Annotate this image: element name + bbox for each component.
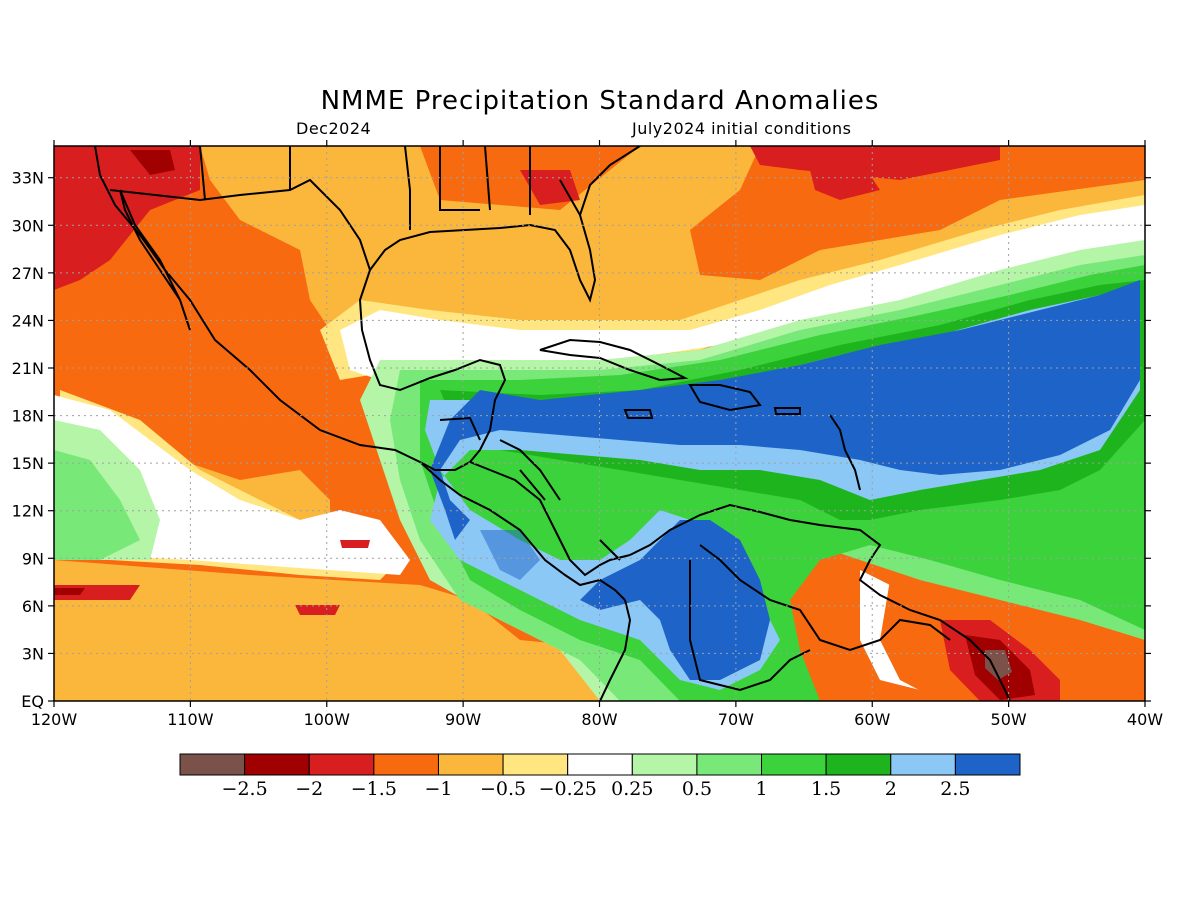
colorbar-label: −2.5: [222, 778, 268, 800]
border-south-america: [689, 544, 951, 692]
colorbar-label: 0.25: [611, 778, 653, 800]
lat-tick-label: 21N: [12, 359, 44, 378]
colorbar-label: −1: [424, 778, 452, 800]
anomaly-region: [340, 540, 370, 548]
subtitle-valid-month: Dec2024: [296, 119, 372, 138]
lon-tick-label: 80W: [581, 710, 617, 729]
colorbar-swatch: [631, 753, 698, 776]
lon-tick-label: 110W: [167, 710, 214, 729]
colorbar-swatch: [308, 753, 375, 776]
lat-tick-label: 24N: [12, 311, 44, 330]
axis-ticks: [48, 140, 1151, 707]
coastline-south-america-west: [599, 599, 632, 701]
anomaly-region: [54, 450, 140, 560]
colorbar-label: 2.5: [940, 778, 970, 800]
lon-tick-label: 100W: [304, 710, 351, 729]
anomaly-region: [54, 560, 640, 701]
lat-tick-label: 6N: [22, 597, 44, 616]
lat-tick-label: EQ: [21, 692, 44, 711]
lat-tick-label: 12N: [12, 502, 44, 521]
colorbar-swatch: [954, 753, 1021, 776]
lat-tick-label: 3N: [22, 644, 44, 663]
coastline-south-america-north: [629, 503, 1011, 701]
colorbar-label: 2: [885, 778, 897, 800]
lon-tick-label: 50W: [991, 710, 1027, 729]
anomaly-map: [54, 146, 1145, 701]
colorbar-label: −2: [295, 778, 323, 800]
anomaly-region: [295, 605, 340, 615]
anomaly-region: [750, 146, 1000, 180]
lon-tick-label: 70W: [718, 710, 754, 729]
island-chain-antilles: [829, 414, 861, 491]
border-us-mexico: [109, 178, 371, 271]
coastline-central-america: [469, 461, 631, 577]
colorbar-labels: −2.5 −2 −1.5 −1 −0.5 −0.25 0.25 0.5 1 1.5 2 2.5: [222, 778, 971, 800]
lon-tick-label: 40W: [1127, 710, 1163, 729]
colorbar-label: 1.5: [811, 778, 841, 800]
colorbar-swatch: [890, 753, 956, 776]
island-cuba: [539, 338, 689, 382]
lat-lon-grid: [54, 146, 1145, 701]
coastline-central-america-pacific: [419, 461, 626, 601]
colorbar-swatch: [244, 753, 310, 776]
colorbar-label: −1.5: [351, 778, 397, 800]
border-central-america: [439, 416, 621, 561]
lon-axis-labels: 120W 110W 100W 90W 80W 70W 60W 50W 40W: [31, 710, 1163, 729]
colorbar-swatch: [179, 753, 246, 776]
anomaly-region: [480, 530, 540, 580]
island-hispaniola: [688, 384, 762, 412]
anomaly-region: [130, 150, 175, 175]
lat-axis-labels: 33N 30N 27N 24N 21N 18N 15N 12N 9N 6N 3N EQ: [12, 169, 44, 711]
colorbar-label: −0.25: [539, 778, 597, 800]
lon-tick-label: 120W: [31, 710, 78, 729]
lon-tick-label: 90W: [445, 710, 481, 729]
lat-tick-label: 18N: [12, 407, 44, 426]
anomaly-region: [810, 160, 880, 200]
colorbar-swatch: [437, 753, 504, 776]
lat-tick-label: 15N: [12, 454, 44, 473]
lat-tick-label: 9N: [22, 549, 44, 568]
lon-tick-label: 60W: [854, 710, 890, 729]
title: NMME Precipitation Standard Anomalies: [320, 86, 880, 116]
coastline-north-america: [94, 146, 471, 471]
anomaly-region: [54, 588, 85, 595]
lat-tick-label: 33N: [12, 169, 44, 188]
island-puerto-rico: [773, 407, 801, 415]
colorbar-label: −0.5: [480, 778, 526, 800]
colorbar-swatch: [761, 753, 827, 776]
colorbar-swatch: [567, 753, 633, 776]
anomaly-region: [985, 650, 1012, 680]
lat-tick-label: 30N: [12, 216, 44, 235]
anomaly-region: [430, 280, 1140, 540]
colorbar-label: 0.5: [682, 778, 712, 800]
anomaly-region: [580, 520, 770, 680]
island-jamaica: [623, 409, 654, 419]
colorbar-swatch: [502, 753, 569, 776]
colorbar-label: 1: [755, 778, 767, 800]
anomaly-region: [520, 170, 580, 205]
colorbar-swatch: [373, 753, 439, 776]
lat-tick-label: 27N: [12, 264, 44, 283]
colorbar-swatch: [696, 753, 763, 776]
anomaly-region: [200, 146, 1145, 340]
colorbar: [179, 753, 1021, 776]
colorbar-swatch: [825, 753, 892, 776]
anomaly-region: [340, 205, 1145, 380]
subtitle-initial-conditions: July2024 initial conditions: [632, 119, 852, 138]
coastline-gulf: [358, 146, 641, 463]
